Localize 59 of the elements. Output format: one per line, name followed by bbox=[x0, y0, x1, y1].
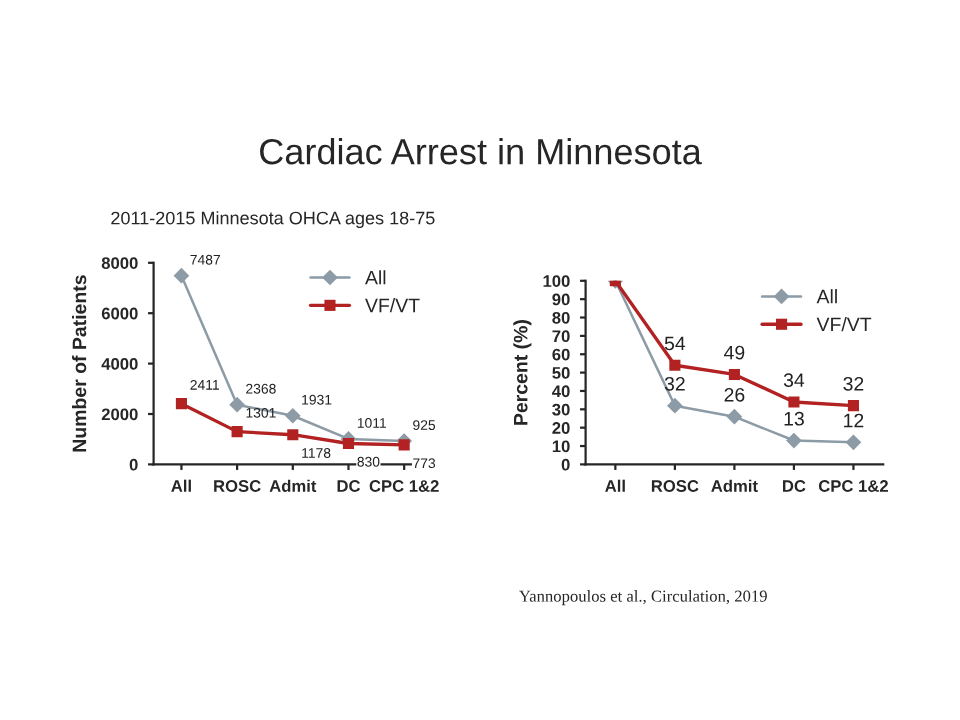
x-tick-label: ROSC bbox=[651, 480, 699, 492]
y-tick-label: 20 bbox=[552, 422, 570, 434]
y-tick-label: 50 bbox=[552, 367, 570, 379]
y-tick-label: 80 bbox=[552, 311, 570, 324]
x-tick-label: Admit bbox=[711, 479, 758, 492]
y-tick-label: 60 bbox=[552, 348, 570, 361]
y-axis-title: Percent (%) bbox=[513, 320, 532, 425]
data-label: 32 bbox=[664, 376, 685, 391]
y-axis-title: Number of Patients bbox=[72, 275, 87, 452]
point bbox=[342, 437, 355, 450]
y-tick-label: 4000 bbox=[101, 358, 138, 370]
point bbox=[231, 426, 243, 438]
point bbox=[229, 396, 245, 413]
x-tick-label: DC bbox=[783, 480, 806, 492]
x-tick-label: Admit bbox=[269, 479, 317, 492]
point bbox=[287, 429, 299, 441]
legend-label: VF/VT bbox=[365, 298, 420, 313]
data-label: 54 bbox=[664, 336, 686, 351]
x-tick-label: CPC 1&2 bbox=[818, 480, 888, 492]
legend-label: All bbox=[816, 289, 837, 304]
y-tick-label: 40 bbox=[552, 385, 570, 398]
y-tick-label: 0 bbox=[129, 458, 138, 471]
y-tick-label: 0 bbox=[561, 458, 570, 471]
data-label: 32 bbox=[843, 376, 864, 391]
point bbox=[667, 397, 683, 414]
x-tick-label: DC bbox=[337, 480, 361, 492]
y-tick-label: 30 bbox=[552, 403, 570, 416]
point bbox=[398, 439, 410, 451]
data-label: 13 bbox=[784, 411, 804, 426]
data-label: 34 bbox=[783, 373, 805, 388]
point bbox=[669, 359, 681, 371]
chart-title: Cardiac Arrest in Minnesota bbox=[260, 137, 702, 165]
point bbox=[726, 408, 743, 425]
x-tick-label: All bbox=[171, 479, 191, 492]
y-tick-label: 70 bbox=[552, 330, 570, 343]
legend-label: VF/VT bbox=[816, 316, 872, 332]
x-tick-label: All bbox=[605, 479, 625, 492]
text: Yannopoulos et al., Circulation, 2019 bbox=[519, 590, 767, 606]
y-tick-label: 2000 bbox=[101, 408, 138, 421]
point bbox=[173, 267, 190, 284]
point bbox=[788, 396, 800, 408]
point bbox=[175, 398, 187, 410]
data-label: 49 bbox=[724, 345, 745, 360]
point bbox=[786, 432, 802, 449]
data-label: 26 bbox=[724, 387, 745, 402]
data-label: 12 bbox=[844, 413, 864, 428]
x-tick-label: ROSC bbox=[214, 480, 261, 492]
x-tick-label: CPC 1&2 bbox=[369, 480, 439, 492]
y-tick-label: 10 bbox=[552, 440, 570, 453]
y-tick-label: 90 bbox=[552, 293, 570, 306]
y-tick-label: 6000 bbox=[101, 307, 138, 320]
y-tick-label: 8000 bbox=[101, 257, 138, 269]
point bbox=[728, 368, 740, 380]
point bbox=[845, 434, 862, 451]
y-tick-label: 100 bbox=[543, 275, 570, 287]
chart-subtitle: 2011-2015 Minnesota OHCA ages 18-75 bbox=[111, 211, 435, 229]
legend-label: All bbox=[365, 270, 386, 285]
point bbox=[284, 407, 301, 424]
point bbox=[847, 400, 859, 412]
